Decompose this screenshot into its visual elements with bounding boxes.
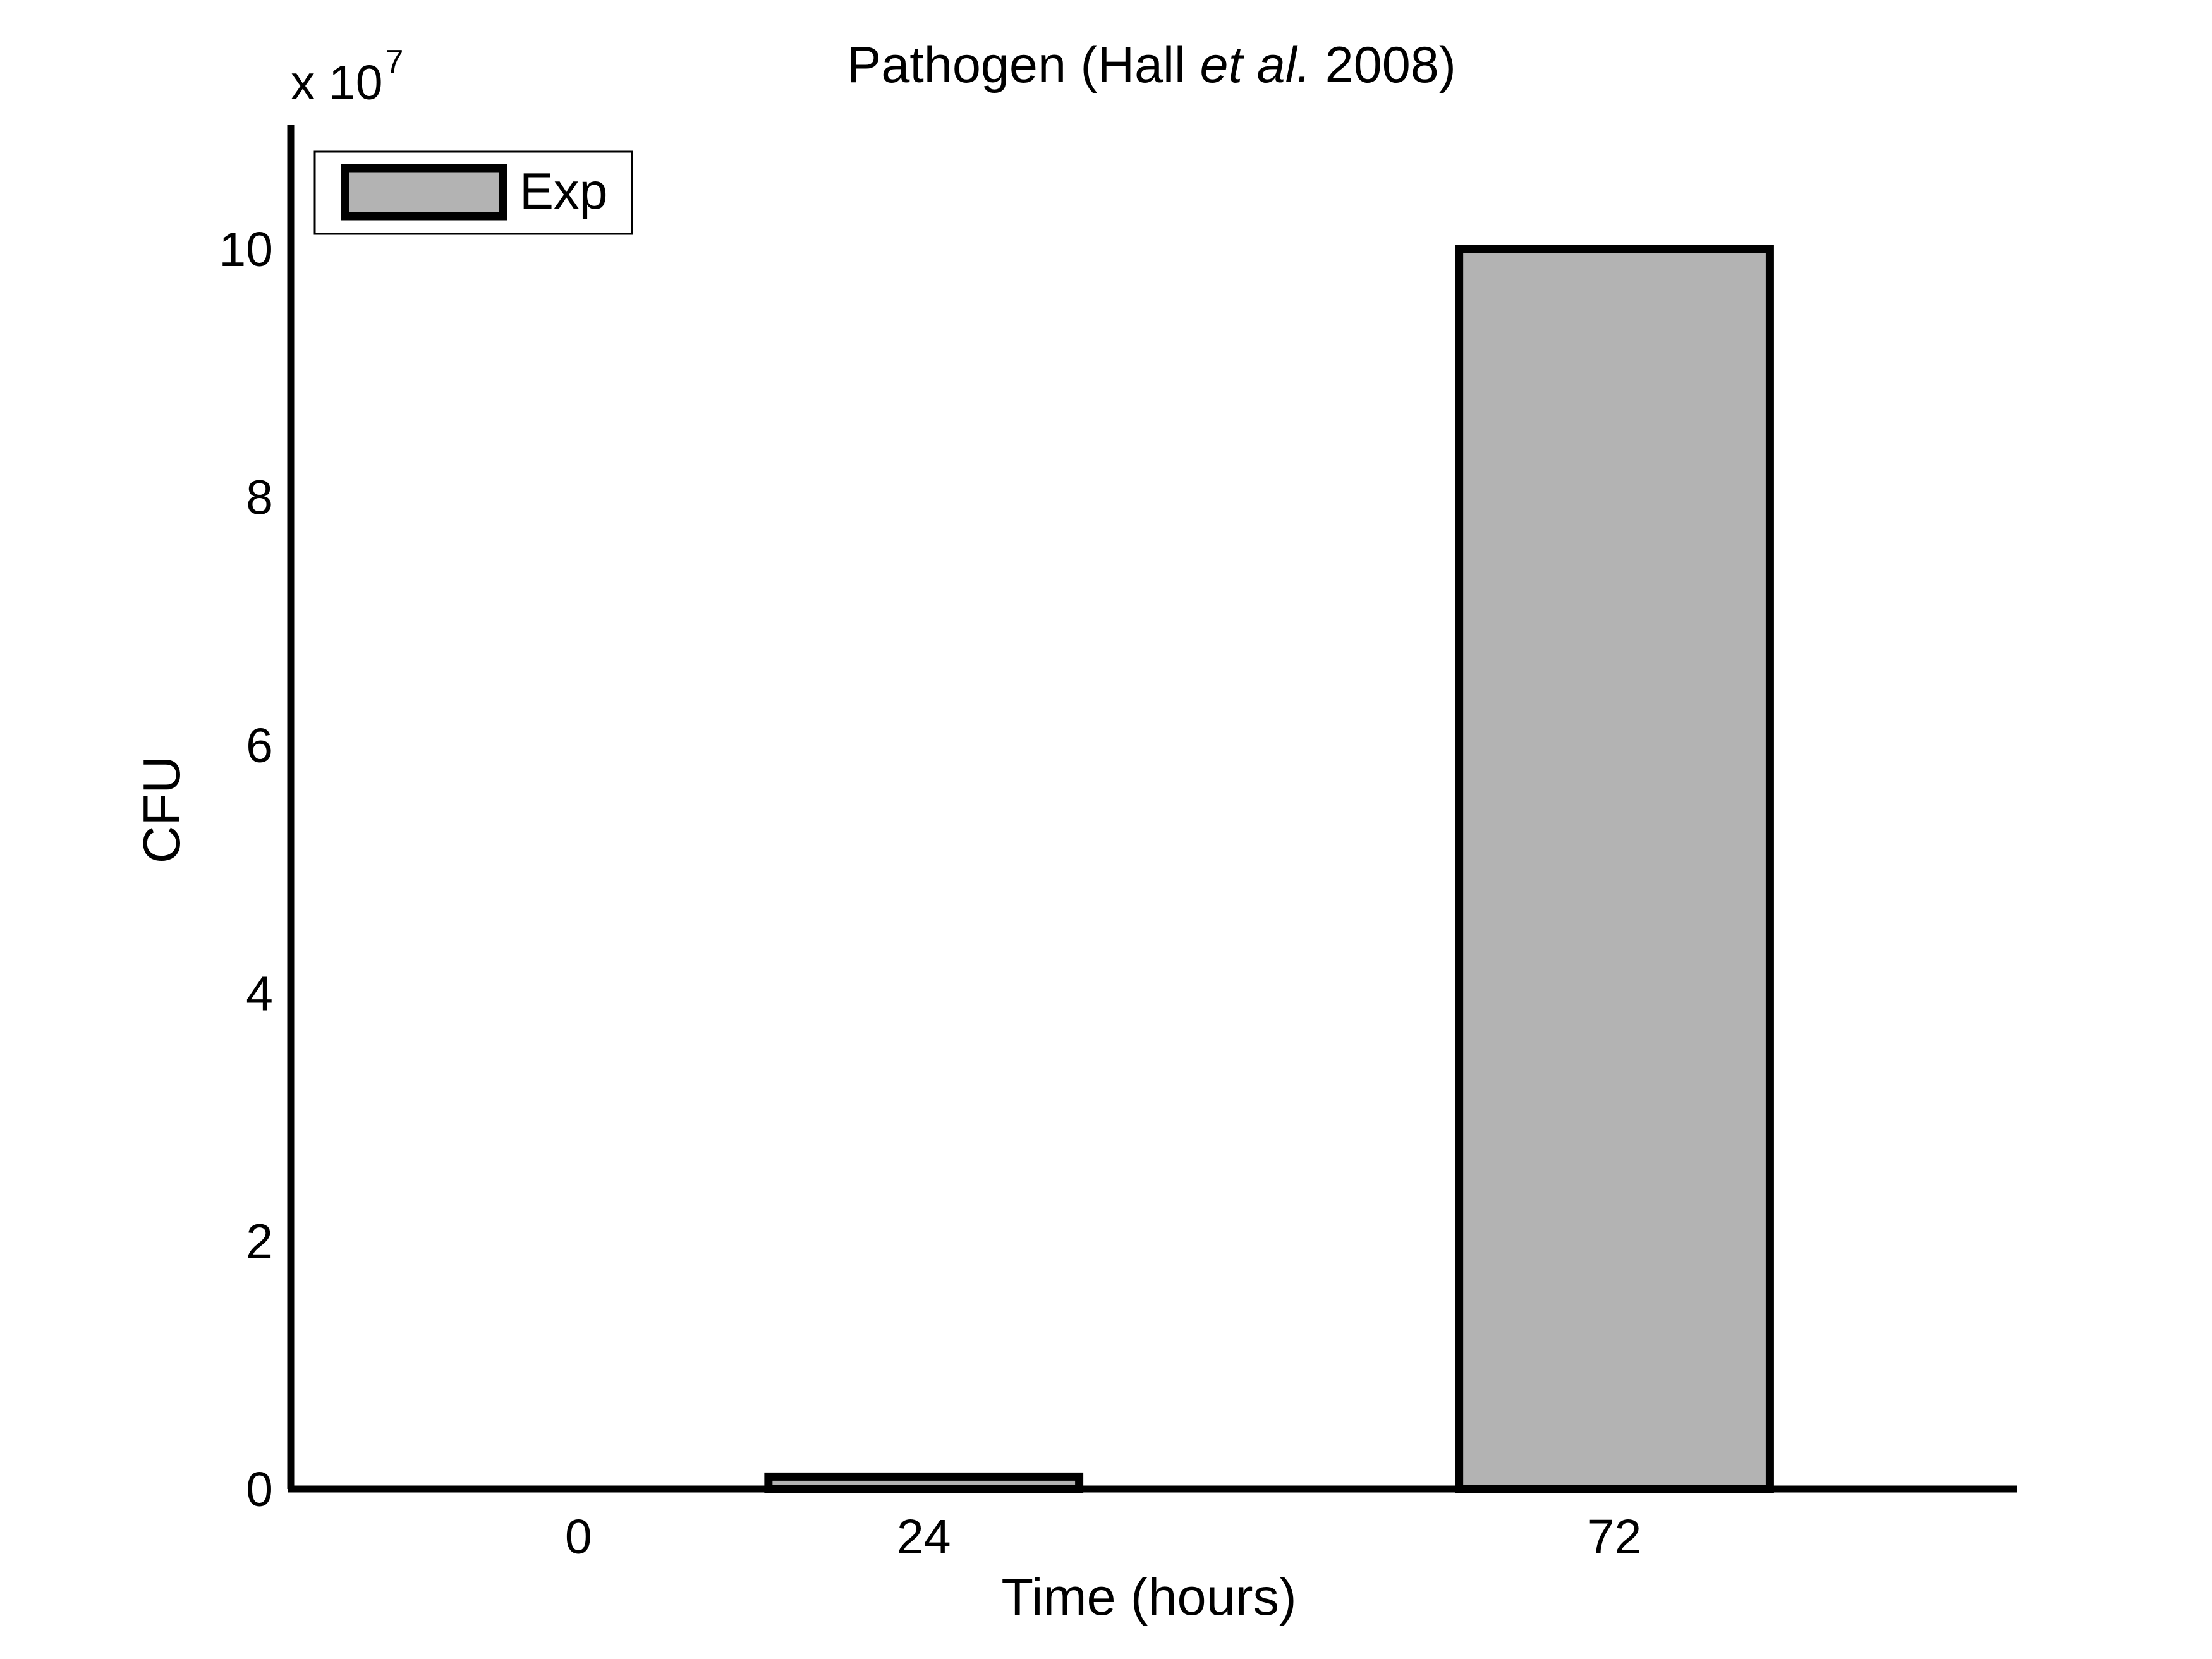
x-tick-labels: 0 24 72 — [565, 1510, 1641, 1564]
y-axis-multiplier-exponent: 7 — [386, 44, 404, 80]
chart-title-italic: et al. — [1200, 37, 1311, 94]
chart-title-prefix: Pathogen (Hall — [847, 37, 1200, 94]
y-tick-label: 4 — [246, 966, 273, 1021]
x-tick-label: 0 — [565, 1510, 592, 1564]
y-tick-label: 8 — [246, 471, 273, 525]
legend: Exp — [313, 150, 633, 235]
chart-title-suffix: 2008) — [1311, 37, 1456, 94]
x-tick-label: 72 — [1588, 1510, 1642, 1564]
legend-swatch — [341, 164, 507, 221]
bar — [1455, 245, 1774, 1493]
y-tick-label: 0 — [246, 1462, 273, 1517]
x-tick-label: 24 — [897, 1510, 951, 1564]
y-axis-label: CFU — [132, 756, 191, 864]
x-axis-label: Time (hours) — [1001, 1567, 1296, 1626]
legend-label-exp: Exp — [520, 163, 608, 220]
y-tick-label: 6 — [246, 719, 273, 773]
y-axis-multiplier-base: x 10 — [291, 56, 383, 110]
y-tick-labels: 0 2 4 6 8 10 — [219, 222, 273, 1517]
y-axis-multiplier: x 107 — [291, 44, 403, 110]
bar-series-exp — [764, 245, 1774, 1493]
y-tick-label: 10 — [219, 222, 273, 277]
y-tick-label: 2 — [246, 1215, 273, 1269]
chart-title: Pathogen (Hall et al. 2008) — [847, 37, 1456, 94]
